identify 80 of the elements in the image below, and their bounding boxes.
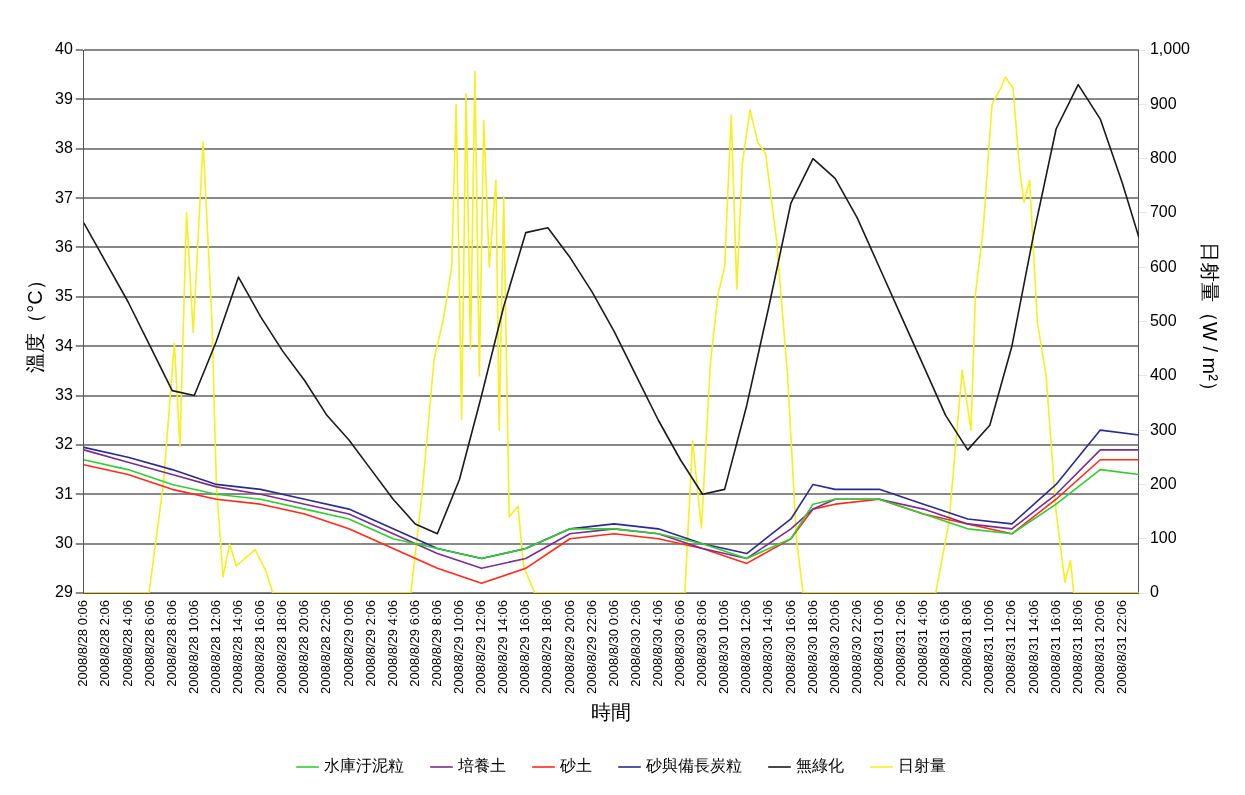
x-tick-label: 2008/8/31 16:06 (1047, 600, 1063, 695)
x-tick-label: 2008/8/31 0:06 (870, 600, 886, 687)
x-tick-label: 2008/8/31 4:06 (915, 600, 931, 687)
x-tick-label: 2008/8/29 20:06 (561, 600, 577, 695)
y2-axis-title: 日射量（W / m²） (1199, 242, 1222, 401)
y-tick-label: 31 (55, 484, 73, 502)
x-tick-label: 2008/8/29 14:06 (495, 600, 511, 695)
x-tick-label: 2008/8/30 0:06 (605, 600, 621, 687)
x-tick-label: 2008/8/29 6:06 (406, 600, 422, 687)
x-tick-label: 2008/8/28 2:06 (97, 600, 113, 687)
x-tick-label: 2008/8/28 0:06 (75, 600, 91, 687)
y-tick-label: 37 (55, 188, 73, 206)
y2-tick-label: 700 (1149, 203, 1177, 221)
x-tick-label: 2008/8/30 10:06 (716, 600, 732, 695)
x-tick-label: 2008/8/31 18:06 (1069, 600, 1085, 695)
x-tick-label: 2008/8/29 0:06 (340, 600, 356, 687)
x-axis-title: 時間 (591, 700, 632, 723)
y-tick-label: 39 (55, 89, 73, 107)
y-tick-label: 40 (55, 40, 73, 58)
x-tick-label: 2008/8/28 8:06 (163, 600, 179, 687)
y2-tick-label: 600 (1149, 257, 1177, 275)
x-tick-label: 2008/8/29 22:06 (583, 600, 599, 695)
x-tick-label: 2008/8/31 2:06 (892, 600, 908, 687)
x-tick-label: 2008/8/31 12:06 (1003, 600, 1019, 695)
x-tick-label: 2008/8/28 4:06 (119, 600, 135, 687)
x-tick-label: 2008/8/31 8:06 (959, 600, 975, 687)
legend-label: 砂土 (558, 757, 592, 775)
y2-tick-label: 100 (1149, 529, 1177, 547)
y2-tick-label: 0 (1149, 583, 1159, 601)
x-tick-label: 2008/8/29 12:06 (473, 600, 489, 695)
x-tick-label: 2008/8/30 2:06 (627, 600, 643, 687)
y-tick-label: 36 (55, 237, 73, 255)
x-tick-label: 2008/8/31 6:06 (937, 600, 953, 687)
x-tick-label: 2008/8/30 14:06 (760, 600, 776, 695)
x-tick-label: 2008/8/28 20:06 (296, 600, 312, 695)
x-tick-label: 2008/8/28 10:06 (185, 600, 201, 695)
x-tick-label: 2008/8/29 18:06 (539, 600, 555, 695)
legend-label: 培養土 (456, 757, 506, 775)
x-tick-label: 2008/8/29 4:06 (384, 600, 400, 687)
x-tick-label: 2008/8/30 4:06 (649, 600, 665, 687)
x-tick-label: 2008/8/30 6:06 (672, 600, 688, 687)
x-tick-label: 2008/8/31 10:06 (981, 600, 997, 695)
x-tick-label: 2008/8/30 22:06 (848, 600, 864, 695)
y2-tick-label: 300 (1149, 420, 1177, 438)
x-tick-label: 2008/8/28 16:06 (252, 600, 268, 695)
x-tick-label: 2008/8/29 8:06 (428, 600, 444, 687)
x-tick-label: 2008/8/31 14:06 (1025, 600, 1041, 695)
x-tick-label: 2008/8/29 10:06 (451, 600, 467, 695)
x-tick-label: 2008/8/28 12:06 (207, 600, 223, 695)
y-tick-label: 32 (55, 435, 73, 453)
y2-tick-label: 900 (1149, 94, 1177, 112)
x-tick-label: 2008/8/31 22:06 (1113, 600, 1129, 695)
x-tick-label: 2008/8/30 12:06 (738, 600, 754, 695)
x-tick-label: 2008/8/30 8:06 (694, 600, 710, 687)
y-tick-label: 30 (55, 534, 73, 552)
y-tick-label: 38 (55, 139, 73, 157)
x-tick-label: 2008/8/30 18:06 (804, 600, 820, 695)
x-tick-label: 2008/8/29 2:06 (362, 600, 378, 687)
x-tick-label: 2008/8/30 16:06 (782, 600, 798, 695)
y-tick-label: 29 (55, 583, 73, 601)
y-tick-label: 35 (55, 287, 73, 305)
x-tick-label: 2008/8/30 20:06 (826, 600, 842, 695)
x-tick-label: 2008/8/31 20:06 (1091, 600, 1107, 695)
y-tick-label: 33 (55, 385, 73, 403)
legend-label: 水庫汙泥粒 (323, 757, 404, 775)
y2-tick-label: 200 (1149, 474, 1177, 492)
legend-label: 日射量 (897, 757, 946, 775)
x-tick-label: 2008/8/28 14:06 (230, 600, 246, 695)
y-axis-title: 溫度（°C） (23, 270, 46, 373)
x-tick-label: 2008/8/28 6:06 (141, 600, 157, 687)
y2-tick-label: 400 (1149, 366, 1177, 384)
y-tick-label: 34 (55, 336, 73, 354)
y2-tick-label: 1,000 (1149, 40, 1191, 58)
y2-tick-label: 500 (1149, 311, 1177, 329)
x-tick-label: 2008/8/28 22:06 (318, 600, 334, 695)
legend-label: 無綠化 (795, 757, 844, 775)
x-tick-label: 2008/8/29 16:06 (517, 600, 533, 695)
y2-tick-label: 800 (1149, 149, 1177, 167)
legend-label: 砂與備長炭粒 (644, 757, 742, 775)
x-tick-label: 2008/8/28 18:06 (274, 600, 290, 695)
